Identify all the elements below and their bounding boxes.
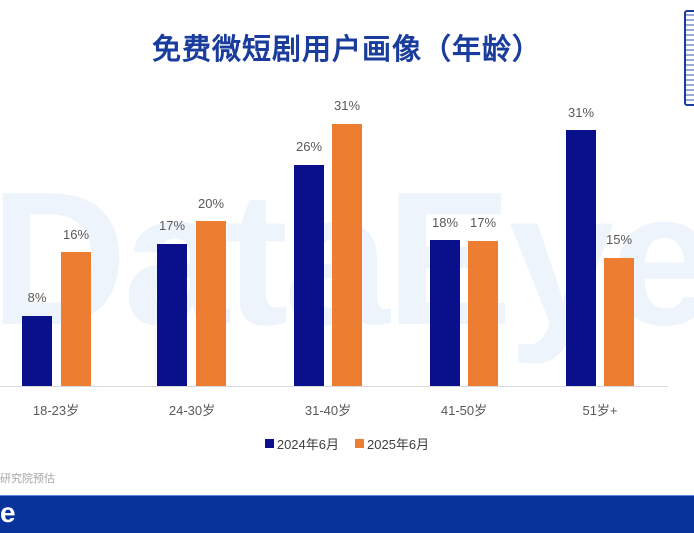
- legend-label: 2024年6月: [276, 437, 339, 452]
- x-tick-label: 51岁+: [582, 403, 618, 418]
- value-label: 17%: [469, 215, 497, 230]
- value-label: 31%: [567, 105, 595, 120]
- bar-2025-31-40: [332, 124, 362, 386]
- bar-2025-51-plus: [604, 258, 634, 386]
- bar-2025-18-23: [61, 252, 91, 386]
- bar-2024-24-30: [157, 244, 187, 386]
- bar-2025-41-50: [468, 241, 498, 386]
- value-label: 15%: [605, 232, 633, 247]
- legend-swatch-icon: [264, 439, 274, 448]
- value-label: 18%: [431, 215, 459, 230]
- x-tick-label: 31-40岁: [304, 403, 352, 418]
- value-label: 16%: [62, 227, 90, 242]
- bar-2025-24-30: [196, 221, 226, 386]
- bar-2024-18-23: [22, 316, 52, 386]
- bar-2024-41-50: [430, 240, 460, 386]
- value-label: 31%: [333, 98, 361, 113]
- qr-code-icon: [684, 10, 694, 106]
- x-tick-label: 41-50岁: [440, 403, 488, 418]
- legend-item-2025: 2025年6月: [355, 434, 429, 453]
- source-note: 研究院预估: [0, 473, 55, 485]
- legend-label: 2025年6月: [367, 437, 430, 452]
- chart-legend: 2024年6月 2025年6月: [0, 434, 694, 453]
- x-tick-label: 18-23岁: [32, 403, 80, 418]
- x-tick-label: 24-30岁: [168, 403, 216, 418]
- bar-2024-51-plus: [566, 130, 596, 386]
- bar-2024-31-40: [294, 165, 324, 386]
- value-label: 17%: [158, 218, 186, 233]
- value-label: 20%: [197, 196, 225, 211]
- footer-bar: e: [0, 495, 694, 533]
- x-axis-line: [0, 386, 668, 387]
- value-label: 8%: [27, 290, 47, 305]
- chart-title: 免费微短剧用户画像（年龄）: [151, 34, 542, 66]
- footer-logo: e: [0, 497, 16, 528]
- value-label: 26%: [295, 139, 323, 154]
- legend-item-2024: 2024年6月: [264, 434, 339, 453]
- legend-swatch-icon: [355, 439, 364, 448]
